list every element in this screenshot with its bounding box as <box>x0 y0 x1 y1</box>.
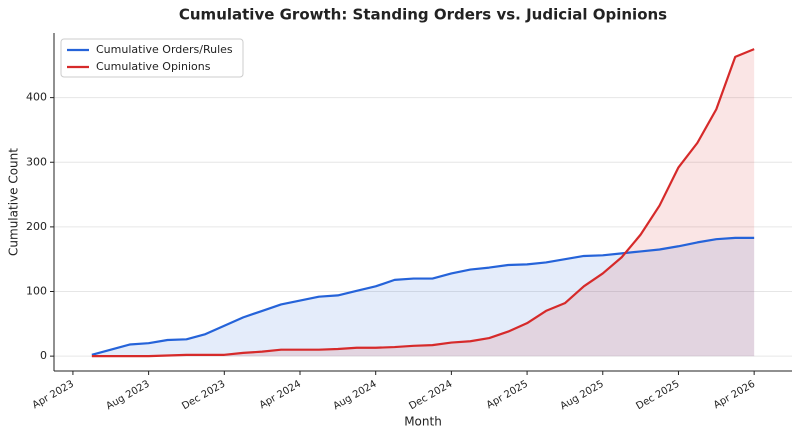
x-tick-label: Apr 2025 <box>485 379 530 411</box>
y-tick-label: 200 <box>26 220 47 233</box>
legend-label: Cumulative Opinions <box>96 60 211 73</box>
x-tick-label: Dec 2023 <box>180 379 227 413</box>
x-tick-label: Dec 2025 <box>634 379 681 413</box>
legend-box <box>60 38 244 78</box>
x-axis-label: Month <box>404 415 442 429</box>
chart-title: Cumulative Growth: Standing Orders vs. J… <box>179 6 667 24</box>
series-line <box>91 48 755 358</box>
area-fill <box>91 49 755 357</box>
x-tick-label: Apr 2026 <box>712 379 757 411</box>
x-tick-label: Apr 2023 <box>31 379 76 411</box>
y-axis-label: Cumulative Count <box>7 148 21 256</box>
area-fill <box>91 237 755 357</box>
y-tick-label: 400 <box>26 91 47 104</box>
x-tick-label: Aug 2025 <box>559 379 606 413</box>
y-tick-label: 300 <box>26 155 47 168</box>
x-tick-label: Aug 2023 <box>104 379 151 413</box>
x-tick-label: Aug 2024 <box>331 379 378 413</box>
y-tick-label: 0 <box>40 349 47 362</box>
x-tick-label: Apr 2024 <box>258 379 303 411</box>
x-tick-label: Dec 2024 <box>407 379 454 413</box>
legend-label: Cumulative Orders/Rules <box>96 43 233 56</box>
series-line <box>91 236 755 356</box>
legend: Cumulative Orders/Rules Cumulative Opinio… <box>60 38 244 78</box>
y-tick-label: 100 <box>26 285 47 298</box>
